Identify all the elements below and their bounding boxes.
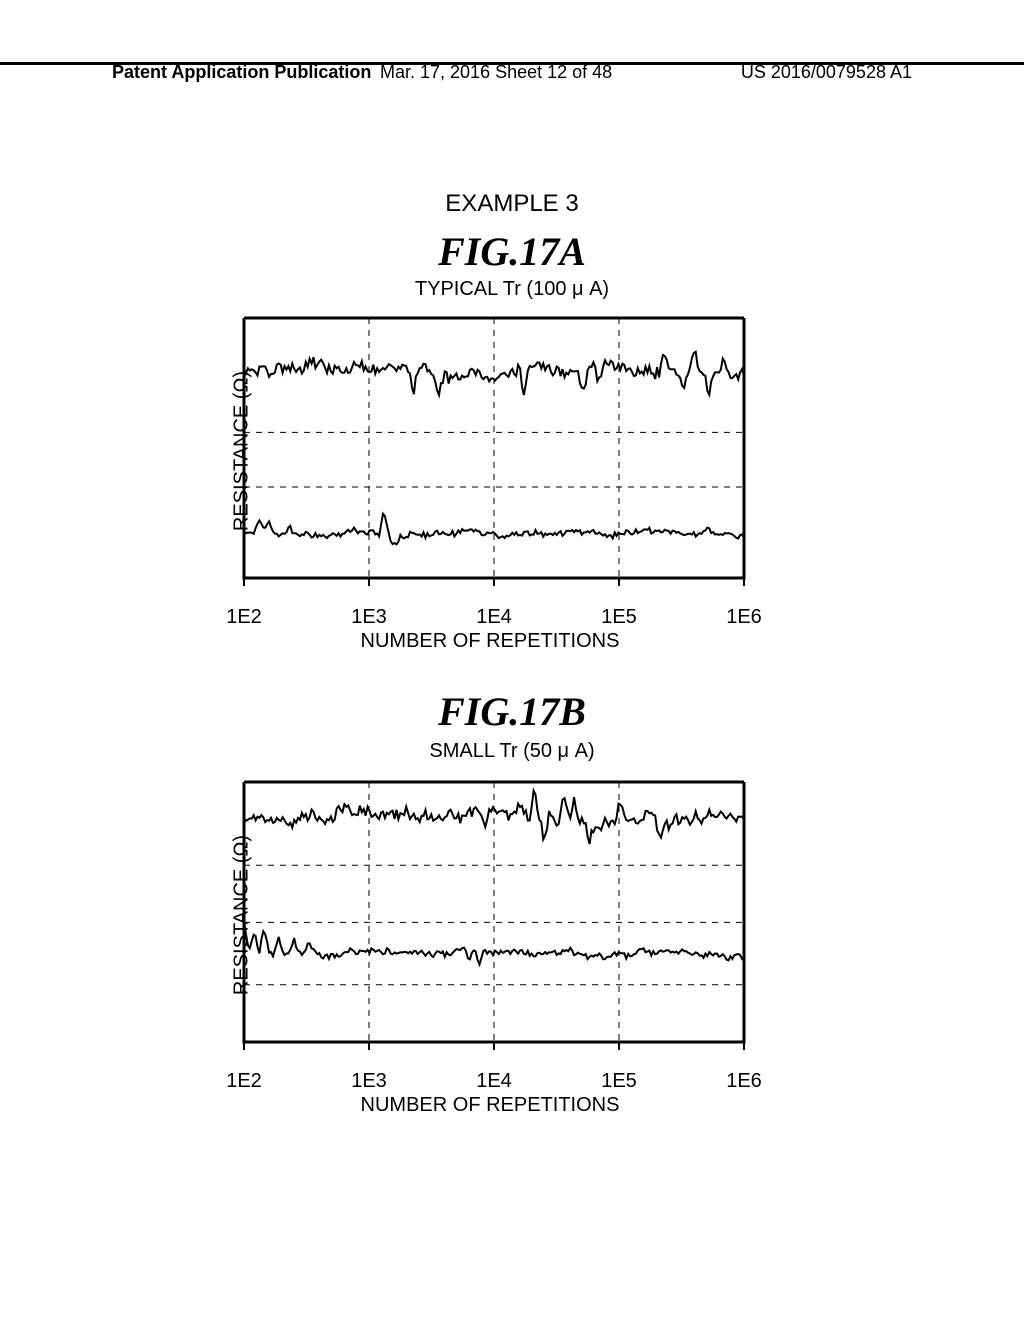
header-center: Mar. 17, 2016 Sheet 12 of 48 [380,62,612,83]
chart-b: RESISTANCE (Ω) 1E21E31E41E51E6 NUMBER OF… [220,770,760,1060]
xtick-label: 1E4 [476,1070,512,1093]
page-root: Patent Application Publication Mar. 17, … [0,0,1024,1320]
figure-subtitle-a: TYPICAL Tr (100 μ A) [0,278,1024,301]
xtick-label: 1E4 [476,606,512,629]
figure-label-b: FIG.17B [0,688,1024,735]
xtick-label: 1E3 [351,1070,387,1093]
chart-a-xlabel: NUMBER OF REPETITIONS [220,630,760,653]
chart-b-svg [220,770,760,1060]
xtick-label: 1E5 [601,606,637,629]
xtick-label: 1E3 [351,606,387,629]
chart-a-svg [220,306,760,596]
example-label: EXAMPLE 3 [0,190,1024,218]
xtick-label: 1E2 [226,606,262,629]
figure-label-a: FIG.17A [0,228,1024,275]
xtick-label: 1E6 [726,606,762,629]
chart-b-xlabel: NUMBER OF REPETITIONS [220,1094,760,1117]
chart-a: RESISTANCE (Ω) 1E21E31E41E51E6 NUMBER OF… [220,306,760,596]
chart-a-ylabel: RESISTANCE (Ω) [231,371,254,531]
figure-subtitle-b: SMALL Tr (50 μ A) [0,740,1024,763]
xtick-label: 1E5 [601,1070,637,1093]
chart-b-ylabel: RESISTANCE (Ω) [231,835,254,995]
header-right: US 2016/0079528 A1 [741,62,912,83]
xtick-label: 1E2 [226,1070,262,1093]
header-left: Patent Application Publication [112,62,371,83]
xtick-label: 1E6 [726,1070,762,1093]
